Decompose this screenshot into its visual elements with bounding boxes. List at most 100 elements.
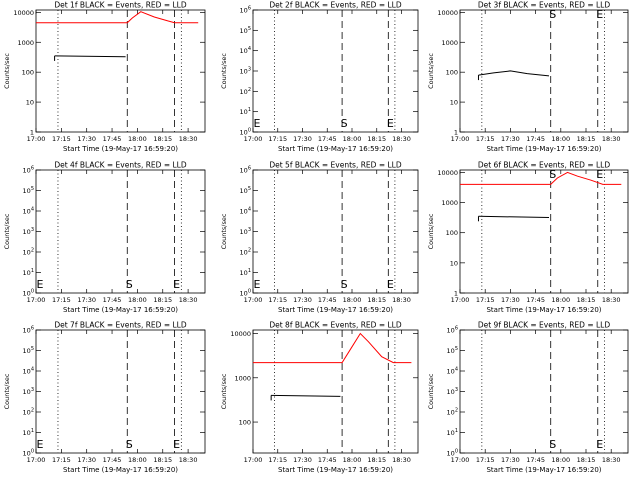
x-axis-label: Start Time (19-May-17 16:59:20) <box>486 466 601 474</box>
x-tick-label: 17:45 <box>103 456 122 464</box>
y-tick-label: 10000 <box>437 169 458 177</box>
y-tick-label: 10 <box>450 99 458 107</box>
x-tick-label: 17:30 <box>501 296 520 304</box>
chart-title: Det 8f BLACK = Events, RED = LLD <box>269 321 402 330</box>
y-tick-label: 105 <box>23 186 34 195</box>
x-tick-label: 18:00 <box>551 296 570 304</box>
marker-e: E <box>254 278 261 291</box>
marker-e: E <box>173 438 180 451</box>
x-tick-label: 17:00 <box>451 135 470 143</box>
marker-e: E <box>596 438 603 451</box>
x-tick-label: 18:15 <box>367 135 386 143</box>
chart-title: Det 9f BLACK = Events, RED = LLD <box>478 321 611 330</box>
y-tick-label: 1000 <box>17 39 34 47</box>
y-tick-label: 102 <box>23 408 34 417</box>
y-tick-label: 103 <box>240 67 251 76</box>
x-tick-label: 17:45 <box>318 135 337 143</box>
x-tick-label: 17:45 <box>318 456 337 464</box>
x-tick-label: 18:30 <box>392 135 411 143</box>
x-tick-label: 18:15 <box>153 456 172 464</box>
y-axis-label: Counts/sec <box>427 53 435 89</box>
x-tick-label: 17:00 <box>27 456 46 464</box>
chart-title: Det 6f BLACK = Events, RED = LLD <box>478 161 611 170</box>
x-axis-label: Start Time (19-May-17 16:59:20) <box>486 306 601 314</box>
y-tick-label: 100 <box>22 69 34 77</box>
y-tick-label: 106 <box>23 326 34 335</box>
y-axis-label: Counts/sec <box>3 373 11 409</box>
chart-title: Det 1f BLACK = Events, RED = LLD <box>54 1 187 10</box>
chart-panel-8: Det 8f BLACK = Events, RED = LLD 17:00 17:… <box>220 321 419 474</box>
chart-panel-6: Det 6f BLACK = Events, RED = LLD 17:00 17:… <box>427 161 629 314</box>
y-tick-label: 106 <box>23 166 34 175</box>
x-tick-label: 18:30 <box>392 296 411 304</box>
x-tick-label: 17:15 <box>268 296 287 304</box>
x-tick-label: 17:15 <box>52 296 71 304</box>
y-axis-label: Counts/sec <box>220 213 228 249</box>
y-tick-label: 104 <box>240 46 251 55</box>
y-axis-label: Counts/sec <box>3 213 11 249</box>
x-tick-label: 18:30 <box>179 296 198 304</box>
x-tick-label: 17:00 <box>244 135 263 143</box>
chart-panel-9: Det 9f BLACK = Events, RED = LLD 17:00 17:… <box>427 321 629 474</box>
y-tick-label: 1000 <box>234 374 251 382</box>
x-tick-label: 17:45 <box>103 296 122 304</box>
lld-series-line <box>36 11 199 24</box>
x-tick-label: 17:30 <box>77 296 96 304</box>
chart-panel-2: Det 2f BLACK = Events, RED = LLD 17:00 17:… <box>220 1 419 153</box>
marker-e: E <box>37 438 44 451</box>
marker-e: E <box>596 168 603 181</box>
x-axis-label: Start Time (19-May-17 16:59:20) <box>63 466 178 474</box>
y-tick-label: 106 <box>447 326 458 335</box>
chart-panel-7: Det 7f BLACK = Events, RED = LLD 17:00 17:… <box>3 321 206 474</box>
x-tick-label: 17:00 <box>244 296 263 304</box>
x-tick-label: 17:00 <box>451 296 470 304</box>
chart-title: Det 3f BLACK = Events, RED = LLD <box>478 1 611 10</box>
x-tick-label: 17:15 <box>476 296 495 304</box>
y-tick-label: 10 <box>26 99 34 107</box>
plot-frame <box>252 169 419 294</box>
y-tick-label: 101 <box>240 268 251 277</box>
y-axis-label: Counts/sec <box>427 213 435 249</box>
chart-title: Det 5f BLACK = Events, RED = LLD <box>269 161 402 170</box>
plot-frame <box>252 9 419 133</box>
y-axis-label: Counts/sec <box>220 53 228 89</box>
marker-e: E <box>173 278 180 291</box>
y-tick-label: 101 <box>447 428 458 437</box>
marker-e: E <box>387 117 394 130</box>
y-tick-label: 1000 <box>441 39 458 47</box>
y-tick-label: 1 <box>454 129 458 137</box>
x-tick-label: 17:15 <box>268 456 287 464</box>
y-tick-label: 101 <box>240 107 251 116</box>
marker-s: S <box>549 8 556 21</box>
x-tick-label: 17:45 <box>103 135 122 143</box>
x-tick-label: 17:30 <box>293 135 312 143</box>
y-tick-label: 100 <box>23 289 34 298</box>
x-tick-label: 18:00 <box>128 296 147 304</box>
x-axis-label: Start Time (19-May-17 16:59:20) <box>278 145 393 153</box>
x-axis-label: Start Time (19-May-17 16:59:20) <box>63 145 178 153</box>
x-tick-label: 17:15 <box>52 135 71 143</box>
marker-s: S <box>549 168 556 181</box>
x-tick-label: 18:00 <box>343 456 362 464</box>
lld-series-line <box>253 332 412 364</box>
x-tick-label: 17:00 <box>244 456 263 464</box>
marker-s: S <box>341 278 348 291</box>
x-tick-label: 17:00 <box>27 296 46 304</box>
plot-frame <box>459 169 629 294</box>
events-series-line <box>54 55 126 58</box>
x-tick-label: 18:15 <box>153 296 172 304</box>
x-tick-label: 17:30 <box>501 456 520 464</box>
x-tick-label: 17:30 <box>77 456 96 464</box>
x-tick-label: 18:00 <box>551 135 570 143</box>
plot-frame <box>459 329 629 454</box>
x-tick-label: 18:30 <box>392 456 411 464</box>
x-tick-label: 17:00 <box>27 135 46 143</box>
y-tick-label: 100 <box>447 449 458 458</box>
x-tick-label: 17:45 <box>318 296 337 304</box>
x-tick-label: 18:15 <box>577 135 596 143</box>
marker-s: S <box>549 438 556 451</box>
x-tick-label: 18:00 <box>128 135 147 143</box>
x-tick-label: 18:30 <box>602 456 621 464</box>
y-tick-label: 104 <box>240 207 251 216</box>
